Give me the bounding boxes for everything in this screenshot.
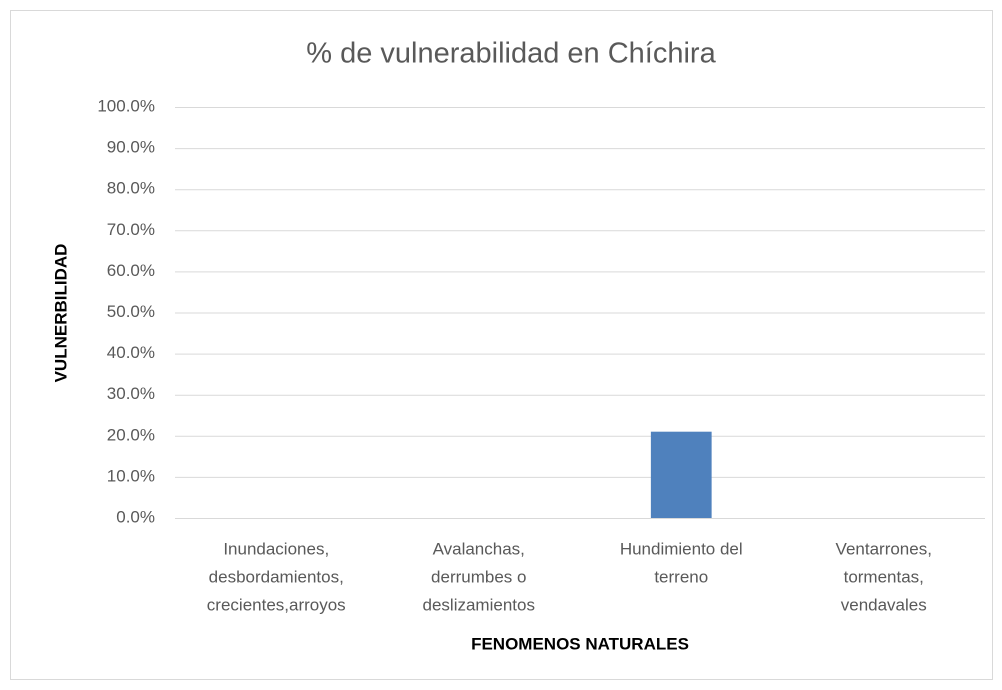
y-tick-label: 80.0% — [107, 179, 155, 198]
x-tick-label: Hundimiento del — [620, 539, 743, 558]
y-tick-label: 60.0% — [107, 261, 155, 280]
x-tick-label: Ventarrones, — [836, 539, 932, 558]
y-tick-label: 30.0% — [107, 384, 155, 403]
y-tick-label: 100.0% — [97, 96, 155, 115]
y-axis-title: VULNERBILIDAD — [51, 244, 70, 383]
y-tick-label: 40.0% — [107, 343, 155, 362]
x-tick-label: vendavales — [841, 595, 927, 614]
chart-title: % de vulnerabilidad en Chíchira — [306, 38, 716, 70]
x-tick-label: Avalanchas, — [433, 539, 525, 558]
x-tick-label: derrumbes o — [431, 567, 526, 586]
x-tick-label: deslizamientos — [423, 595, 535, 614]
y-tick-label: 70.0% — [107, 220, 155, 239]
y-tick-label: 10.0% — [107, 466, 155, 485]
y-tick-label: 90.0% — [107, 138, 155, 157]
x-tick-label: desbordamientos, — [209, 567, 344, 586]
x-axis-title: FENOMENOS NATURALES — [471, 634, 689, 653]
x-tick-label: tormentas, — [844, 567, 924, 586]
x-tick-label: crecientes,arroyos — [207, 595, 346, 614]
y-tick-label: 20.0% — [107, 425, 155, 444]
x-tick-label: terreno — [654, 567, 708, 586]
y-tick-label: 50.0% — [107, 302, 155, 321]
chart-border — [10, 10, 993, 680]
bar — [650, 431, 712, 518]
x-tick-label: Inundaciones, — [223, 539, 329, 558]
y-tick-label: 0.0% — [116, 507, 155, 526]
